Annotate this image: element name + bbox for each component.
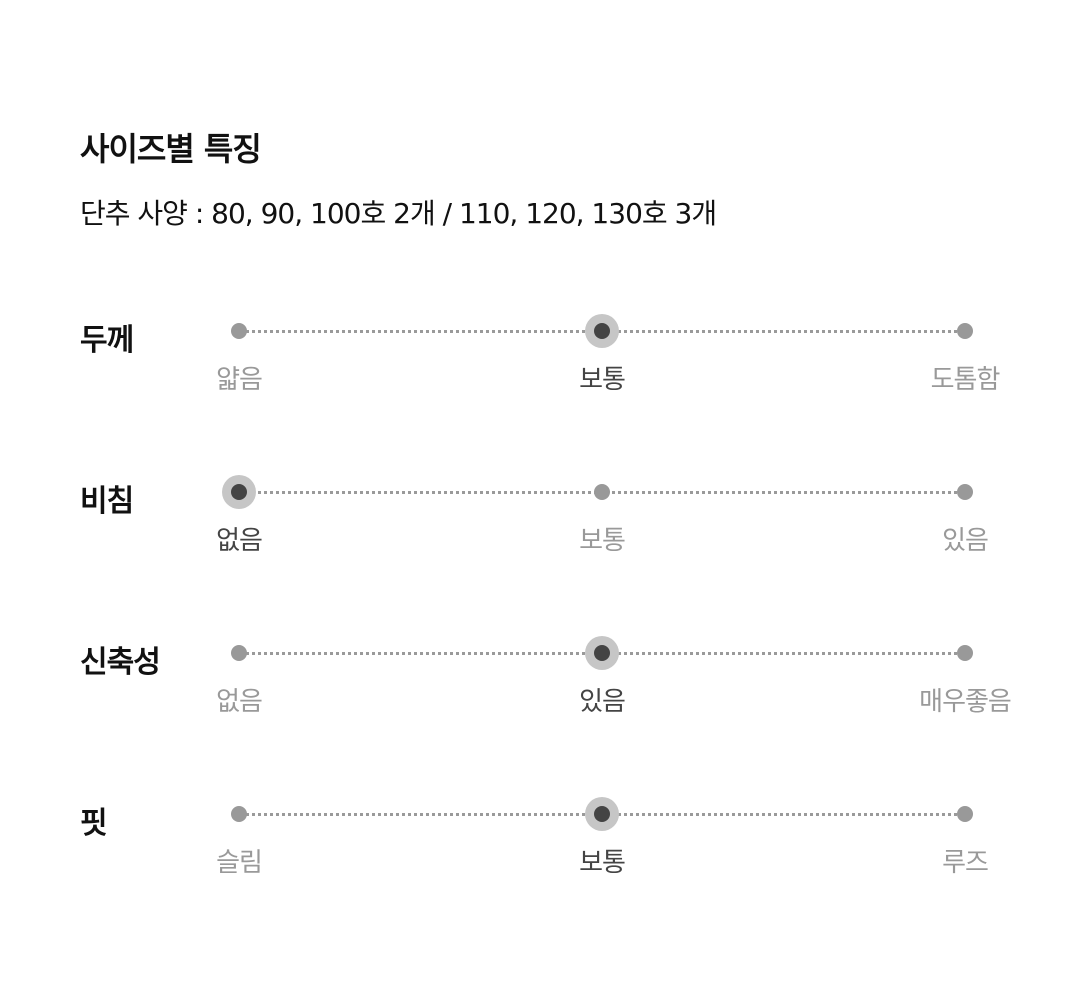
- section-title: 사이즈별 특징: [80, 130, 262, 168]
- attribute-row-fit: 핏 슬림 보통 루즈: [0, 806, 1080, 914]
- option-label: 있음: [942, 526, 989, 556]
- option-label: 없음: [216, 687, 263, 717]
- scale-dot: [957, 645, 973, 661]
- option-label: 있음: [579, 687, 626, 717]
- button-spec-text: 단추 사양 : 80, 90, 100호 2개 / 110, 120, 130호…: [80, 197, 717, 230]
- attribute-row-stretch: 신축성 없음 있음 매우좋음: [0, 645, 1080, 753]
- scale-dot: [957, 806, 973, 822]
- row-label: 신축성: [80, 645, 161, 680]
- scale-dot: [957, 323, 973, 339]
- option-label: 매우좋음: [919, 687, 1012, 717]
- option-label: 얇음: [216, 365, 263, 395]
- scale-dot: [957, 484, 973, 500]
- scale-dot: [231, 484, 247, 500]
- option-label: 없음: [216, 526, 263, 556]
- option-label: 보통: [579, 848, 626, 878]
- option-label: 보통: [579, 526, 626, 556]
- attribute-row-thickness: 두께 얇음 보통 도톰함: [0, 323, 1080, 431]
- scale-dot: [231, 645, 247, 661]
- scale-dot: [594, 645, 610, 661]
- scale-dot: [231, 323, 247, 339]
- scale-dot: [594, 484, 610, 500]
- option-label: 루즈: [942, 848, 989, 878]
- row-label: 핏: [80, 806, 108, 841]
- option-label: 슬림: [216, 848, 263, 878]
- attribute-row-sheerness: 비침 없음 보통 있음: [0, 484, 1080, 592]
- scale-dot: [231, 806, 247, 822]
- scale-dot: [594, 806, 610, 822]
- row-label: 두께: [80, 323, 134, 358]
- scale-dot: [594, 323, 610, 339]
- row-label: 비침: [80, 484, 134, 519]
- option-label: 보통: [579, 365, 626, 395]
- option-label: 도톰함: [930, 365, 1001, 395]
